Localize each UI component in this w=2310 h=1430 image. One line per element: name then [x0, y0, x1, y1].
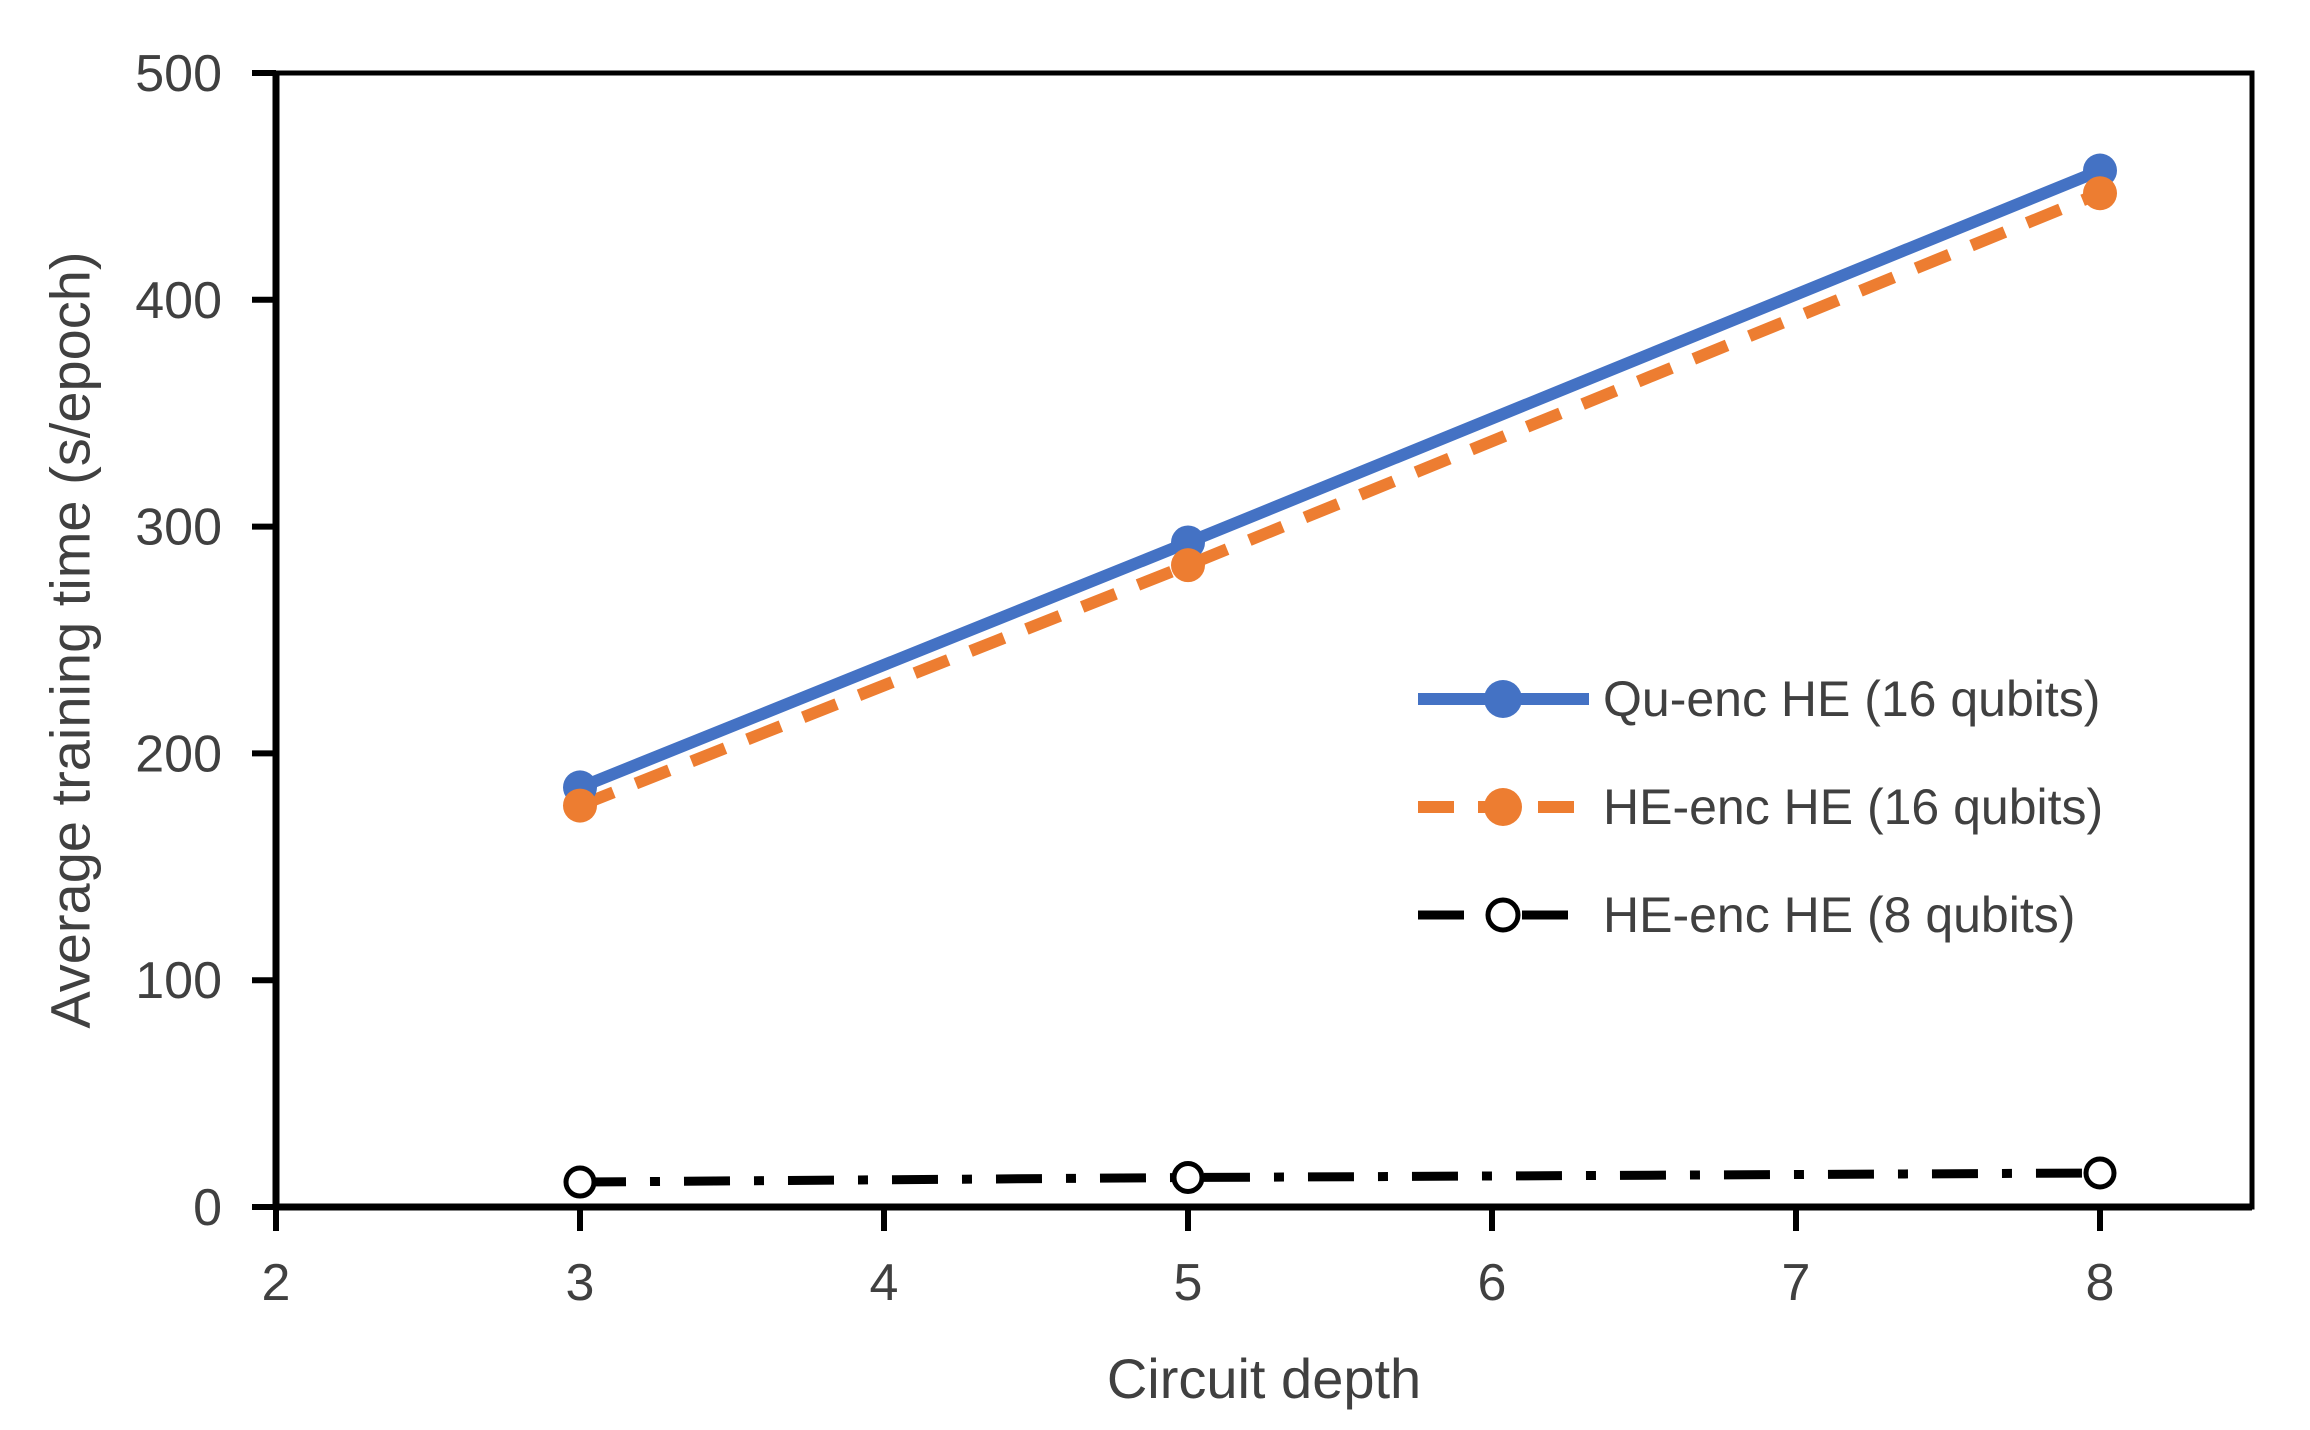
x-tick-label: 4	[870, 1254, 899, 1312]
x-tick-label: 5	[1174, 1254, 1203, 1312]
legend-item: Qu-enc HE (16 qubits)	[1418, 645, 2103, 753]
x-tick-label: 7	[1782, 1254, 1811, 1312]
y-tick-label: 200	[135, 725, 222, 783]
y-tick-label: 400	[135, 272, 222, 330]
legend-line-sample	[1418, 897, 1589, 933]
data-point-marker	[1171, 1161, 1205, 1195]
legend-item: HE-enc HE (8 qubits)	[1418, 861, 2103, 969]
legend-line-sample	[1418, 788, 1589, 826]
data-point-marker	[1171, 548, 1205, 583]
data-point-marker	[563, 1165, 597, 1199]
legend: Qu-enc HE (16 qubits) HE-enc HE (16 qubi…	[1418, 645, 2103, 969]
y-tick-label: 500	[135, 45, 222, 103]
x-axis-title: Circuit depth	[1106, 1347, 1422, 1410]
data-point-marker	[563, 788, 597, 823]
legend-label: Qu-enc HE (16 qubits)	[1603, 671, 2101, 727]
data-point-marker	[2083, 176, 2117, 211]
legend-item: HE-enc HE (16 qubits)	[1418, 753, 2103, 861]
legend-label: HE-enc HE (8 qubits)	[1603, 887, 2076, 943]
x-tick-label: 6	[1478, 1254, 1507, 1312]
x-tick-label: 8	[2086, 1254, 2115, 1312]
legend-label: HE-enc HE (16 qubits)	[1603, 779, 2104, 835]
data-point-marker	[2083, 1156, 2117, 1190]
legend-line-sample	[1418, 680, 1589, 718]
y-tick-label: 300	[135, 499, 222, 557]
x-tick-label: 3	[566, 1254, 595, 1312]
y-tick-label: 0	[193, 1179, 222, 1237]
series-line	[579, 1168, 2101, 1187]
y-axis-title: Average training time (s/epoch)	[38, 251, 102, 1029]
plot-frame	[273, 70, 2255, 1210]
x-tick-label: 2	[262, 1254, 291, 1312]
y-tick-label: 100	[135, 952, 222, 1010]
